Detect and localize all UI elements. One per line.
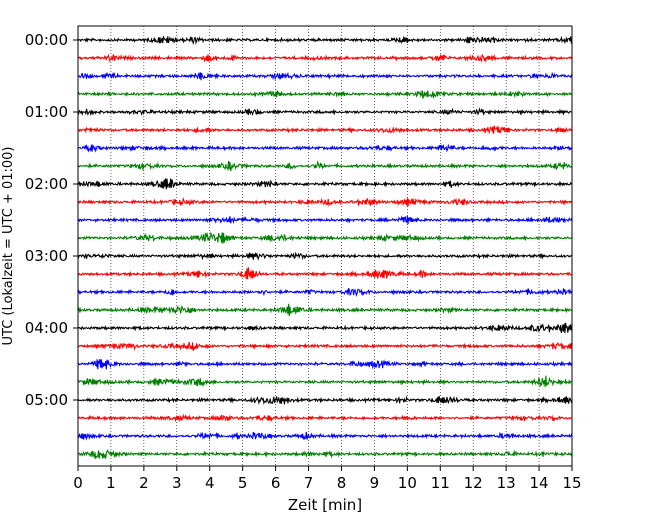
y-axis: 00:00 01:00 02:00 03:00 04:00 05:00 [25, 31, 78, 409]
x-tick-label: 15 [562, 474, 581, 492]
y-tick-label: 01:00 [25, 103, 68, 121]
y-tick-label: 05:00 [25, 391, 68, 409]
trace-line [77, 159, 573, 172]
traces [77, 35, 573, 459]
trace-line [77, 178, 573, 190]
x-tick-label: 11 [431, 474, 450, 492]
y-tick-label: 04:00 [25, 319, 68, 337]
x-tick-label: 1 [106, 474, 116, 492]
grid-lines [110, 26, 540, 466]
x-tick-label: 6 [271, 474, 281, 492]
trace-line [77, 341, 573, 351]
x-axis: 0 1 2 3 4 5 6 7 8 9 10 11 12 13 14 15 [73, 466, 582, 492]
x-tick-label: 7 [304, 474, 314, 492]
trace-line [77, 215, 573, 225]
trace-line [77, 431, 573, 441]
trace-line [77, 375, 573, 388]
trace-line [77, 358, 573, 370]
trace-line [77, 449, 573, 459]
trace-line [77, 35, 573, 46]
trace-line [77, 143, 573, 153]
trace-line [77, 90, 573, 99]
x-tick-label: 14 [530, 474, 549, 492]
x-tick-label: 12 [464, 474, 483, 492]
trace-line [77, 71, 573, 81]
trace-line [77, 288, 573, 298]
x-tick-label: 3 [172, 474, 182, 492]
x-tick-label: 8 [337, 474, 347, 492]
x-tick-label: 5 [238, 474, 248, 492]
trace-line [77, 231, 573, 244]
trace-line [77, 303, 573, 316]
plot-frame [77, 25, 573, 467]
y-axis-label: UTC (Lokalzeit = UTC + 01:00) [1, 147, 16, 346]
trace-line [77, 395, 573, 406]
trace-line [77, 125, 573, 135]
x-axis-label: Zeit [min] [288, 496, 362, 514]
x-tick-label: 13 [497, 474, 516, 492]
trace-line [77, 251, 573, 261]
x-tick-label: 4 [205, 474, 215, 492]
x-tick-label: 9 [370, 474, 380, 492]
x-tick-label: 2 [139, 474, 149, 492]
y-tick-label: 02:00 [25, 175, 68, 193]
trace-line [77, 413, 572, 423]
trace-line [77, 53, 573, 63]
trace-line [77, 197, 573, 207]
x-tick-label: 10 [398, 474, 417, 492]
y-tick-label: 00:00 [25, 31, 68, 49]
trace-line [77, 107, 573, 117]
trace-line [77, 322, 573, 334]
y-tick-label: 03:00 [25, 247, 68, 265]
x-tick-label: 0 [73, 474, 83, 492]
trace-line [77, 267, 573, 280]
